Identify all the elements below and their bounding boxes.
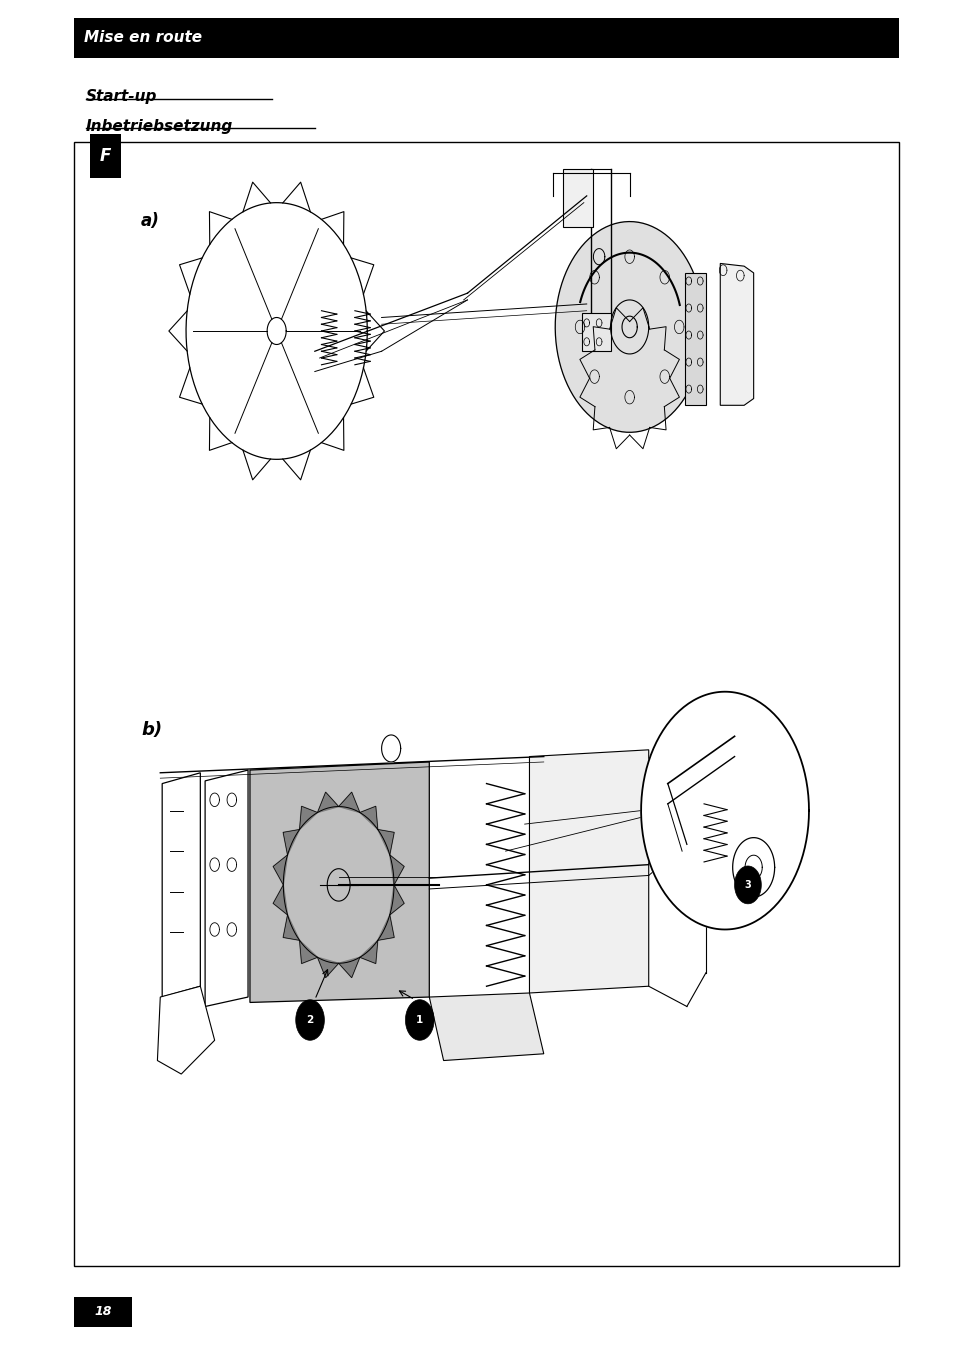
Text: 1: 1: [416, 1015, 423, 1025]
Polygon shape: [317, 958, 338, 978]
Polygon shape: [684, 273, 705, 405]
Polygon shape: [273, 855, 287, 885]
Polygon shape: [555, 222, 703, 432]
Text: Start-up: Start-up: [86, 89, 157, 104]
Text: 18: 18: [94, 1305, 112, 1319]
Polygon shape: [338, 958, 359, 978]
Text: 2: 2: [306, 1015, 314, 1025]
Polygon shape: [205, 770, 248, 1006]
Polygon shape: [299, 807, 317, 830]
Polygon shape: [390, 855, 404, 885]
Polygon shape: [317, 792, 338, 812]
Polygon shape: [299, 940, 317, 963]
Polygon shape: [273, 885, 287, 915]
Text: a): a): [141, 212, 160, 230]
Polygon shape: [338, 792, 359, 812]
Polygon shape: [734, 866, 760, 904]
Polygon shape: [381, 735, 400, 762]
Polygon shape: [250, 762, 429, 1002]
Polygon shape: [377, 830, 394, 855]
Polygon shape: [359, 940, 377, 963]
Text: Mise en route: Mise en route: [84, 30, 202, 46]
Polygon shape: [295, 1000, 324, 1040]
Text: Inbetriebsetzung: Inbetriebsetzung: [86, 119, 233, 134]
Polygon shape: [429, 993, 543, 1061]
Polygon shape: [640, 692, 808, 929]
Bar: [74, 18, 898, 58]
Text: 3: 3: [743, 880, 751, 890]
Polygon shape: [390, 885, 404, 915]
Polygon shape: [162, 773, 200, 997]
Bar: [74, 1297, 132, 1327]
Bar: [90, 134, 121, 178]
Polygon shape: [157, 986, 214, 1074]
Polygon shape: [283, 830, 299, 855]
Bar: [562, 169, 593, 227]
Polygon shape: [377, 915, 394, 940]
Text: F: F: [100, 147, 111, 165]
Polygon shape: [405, 1000, 434, 1040]
Polygon shape: [581, 313, 610, 351]
Polygon shape: [283, 915, 299, 940]
Text: b): b): [141, 721, 162, 739]
Bar: [74, 142, 898, 1266]
Polygon shape: [359, 807, 377, 830]
Polygon shape: [720, 263, 753, 405]
Polygon shape: [529, 750, 648, 993]
